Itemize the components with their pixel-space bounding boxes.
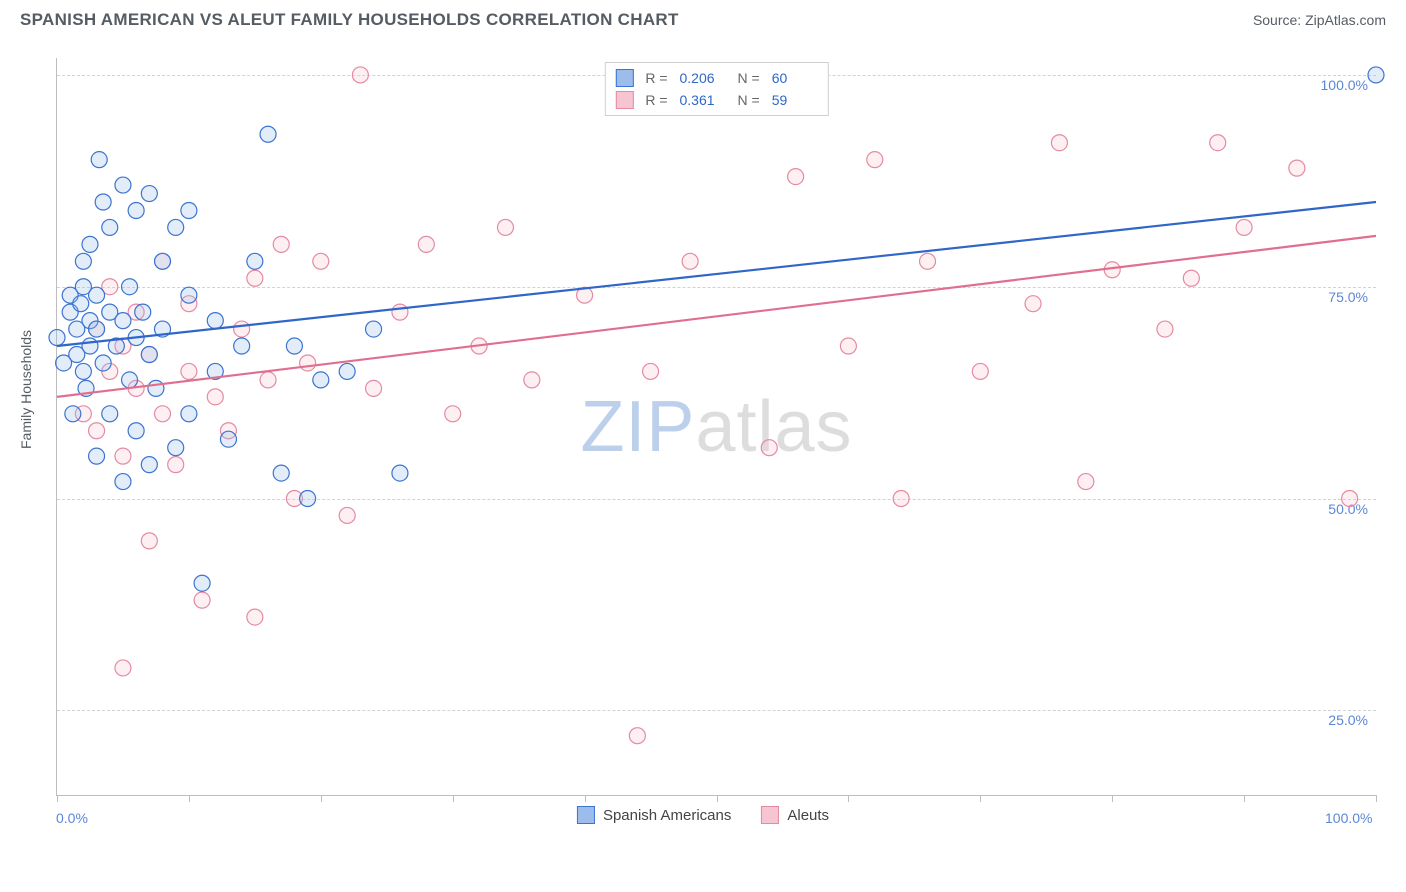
plot-area: ZIPatlas R = 0.206 N = 60 R = 0.361 N = … — [56, 58, 1376, 796]
trend-line — [57, 202, 1376, 346]
series-legend: Spanish Americans Aleuts — [577, 806, 829, 824]
x-tick — [585, 795, 586, 802]
x-tick — [453, 795, 454, 802]
x-tick — [57, 795, 58, 802]
swatch-aleut — [761, 806, 779, 824]
swatch-spanish — [577, 806, 595, 824]
legend-label-aleut: Aleuts — [787, 807, 829, 824]
swatch-spanish — [615, 69, 633, 87]
trend-lines — [57, 58, 1376, 795]
chart-title: SPANISH AMERICAN VS ALEUT FAMILY HOUSEHO… — [20, 10, 679, 30]
x-tick — [980, 795, 981, 802]
x-tick — [1376, 795, 1377, 802]
stats-legend: R = 0.206 N = 60 R = 0.361 N = 59 — [604, 62, 828, 116]
trend-line — [57, 236, 1376, 397]
x-axis-min-label: 0.0% — [56, 810, 88, 826]
stats-row-spanish: R = 0.206 N = 60 — [615, 67, 817, 89]
swatch-aleut — [615, 91, 633, 109]
x-tick — [848, 795, 849, 802]
legend-item-aleut: Aleuts — [761, 806, 829, 824]
chart-container: Family Households ZIPatlas R = 0.206 N =… — [20, 46, 1386, 852]
x-tick — [1112, 795, 1113, 802]
y-axis-label: Family Households — [18, 330, 34, 449]
x-tick — [717, 795, 718, 802]
stats-row-aleut: R = 0.361 N = 59 — [615, 89, 817, 111]
x-tick — [1244, 795, 1245, 802]
x-tick — [189, 795, 190, 802]
x-axis-max-label: 100.0% — [1325, 810, 1372, 826]
legend-label-spanish: Spanish Americans — [603, 807, 731, 824]
source-attribution: Source: ZipAtlas.com — [1253, 12, 1386, 28]
legend-item-spanish: Spanish Americans — [577, 806, 731, 824]
x-tick — [321, 795, 322, 802]
